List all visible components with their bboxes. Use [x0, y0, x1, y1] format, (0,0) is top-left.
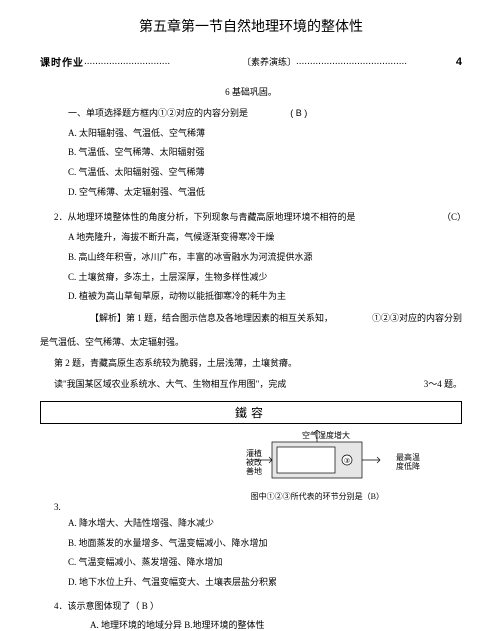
section-label: 6 基础巩固。 [0, 85, 502, 98]
q1-answer: ( B ) [290, 108, 307, 118]
analysis-mid: ①②③对应的内容分别 [372, 313, 462, 325]
dots-right: ........................................ [296, 56, 454, 67]
analysis-label: 【解析】第 1 题，结合图示信息及各地理因素的相互关系知， [90, 313, 372, 325]
diagram: 空气湿度增大 灌植 被改 善地 ③ 最高温 度低降 图中①②③所代表的环节分别是… [40, 430, 462, 500]
q2-opt-A: A 地壳隆升，海拔不断升高，气候逐渐变得寒冷干燥 [68, 232, 462, 244]
q3-num: 3. [54, 502, 462, 512]
q4-opt-A: A. 地理环境的地域分异 B.地理环境的整体性 [90, 620, 462, 631]
assignment-label: 课时作业 [40, 54, 84, 69]
q1-opt-D: D. 空气稀薄、太定辐射强、气温低 [68, 187, 462, 199]
analysis-line4b: 3～4 题。 [424, 379, 462, 391]
page-title: 第五章第一节自然地理环境的整体性 [0, 0, 502, 36]
q1-opt-A: A. 太阳辐射强、气温低、空气稀薄 [68, 128, 462, 140]
q2-opt-D: D. 植被为高山草甸草原，动物以能抵御寒冷的耗牛为主 [68, 291, 462, 303]
q1-stem: 一、单项选择题方框内①②对应的内容分别是 ( B ) [68, 108, 462, 120]
analysis-line4a: 读"我国某区域农业系统水、大气、生物相互作用图"，完成 [54, 379, 424, 391]
diag-right-2: 度低降 [396, 463, 420, 472]
bracket-label: 〔素养演练〕 [242, 55, 296, 68]
q1-opt-B: B. 气温低、空气稀薄、太阳辐射强 [68, 147, 462, 159]
analysis-line4: 读"我国某区域农业系统水、大气、生物相互作用图"，完成 3～4 题。 [54, 379, 462, 391]
sub-header: 课时作业 ............................... 〔素养… [40, 54, 462, 69]
q3-opt-D: D. 地下水位上升、气温变幅变大、土壤表层盐分积累 [68, 577, 462, 589]
analysis-line3: 第 2 题，青藏高原生态系统较为脆弱，土层浅薄，土壤贫瘠。 [54, 358, 462, 370]
page-number: 4 [456, 56, 462, 68]
diagram-svg: ③ [252, 430, 382, 490]
q2-stem-row: 2．从地理环境整体性的角度分析，下列现象与青藏高原地理环境不相符的是 （C） [54, 212, 466, 224]
q1-stem-text: 一、单项选择题方框内①②对应的内容分别是 [68, 108, 248, 118]
box-title: 鐵容 [40, 401, 462, 424]
q3-opt-C: C. 气温变幅减小、蒸发增强、降水增加 [68, 557, 462, 569]
q4-stem: 4．该示意图体现了（ B ） [54, 599, 462, 612]
q3-number: 3. [54, 502, 61, 512]
analysis-line1: 【解析】第 1 题，结合图示信息及各地理因素的相互关系知， ①②③对应的内容分别 [90, 313, 462, 325]
diag-caption: 图中①②③所代表的环节分别是（B） [251, 491, 384, 502]
q2-answer: （C） [442, 212, 466, 224]
diag-circle-3: ③ [344, 457, 350, 465]
q2-stem: 2．从地理环境整体性的角度分析，下列现象与青藏高原地理环境不相符的是 [54, 212, 442, 224]
q3-opt-B: B. 地面蒸发的水量增多、气温变幅减小、降水增加 [68, 538, 462, 550]
q2-opt-C: C. 土壤贫瘠，多冻土，土层深厚，生物多样性减少 [68, 272, 462, 284]
dots-left: ............................... [84, 56, 242, 67]
q2-opt-B: B. 高山终年积雪，冰川广布，丰富的冰雪融水为河流提供水源 [68, 252, 462, 264]
analysis-line2: 是气温低、空气稀薄、太定辐射强。 [40, 335, 462, 348]
q1-opt-C: C. 气温低、太阳辐射强、空气稀薄 [68, 167, 462, 179]
q3-opt-A: A. 降水增大、大陆性增强、降水减少 [68, 518, 462, 530]
